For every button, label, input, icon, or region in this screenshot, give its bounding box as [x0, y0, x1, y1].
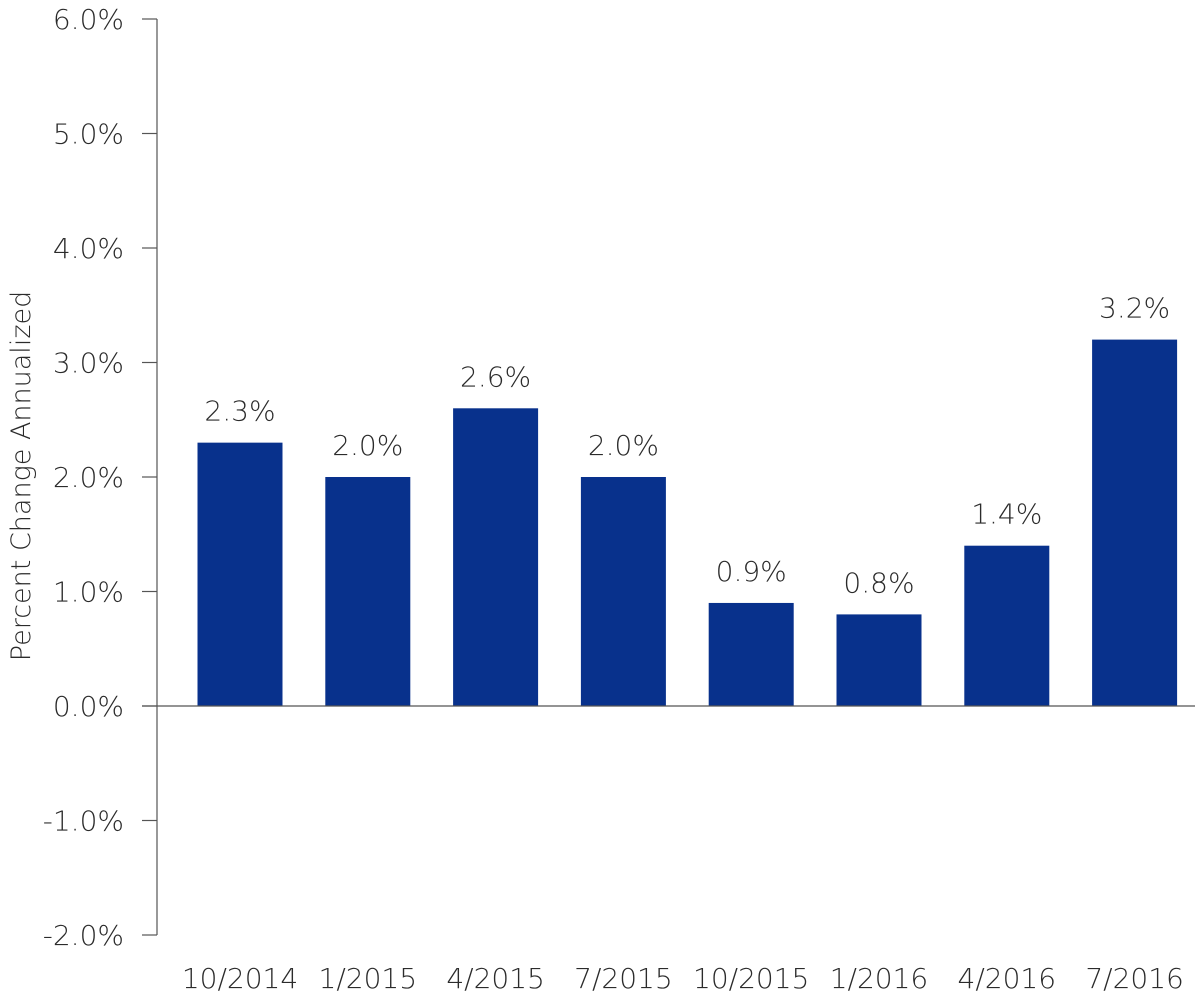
y-axis-label: Percent Change Annualized — [6, 291, 37, 661]
data-label: 3.2% — [1099, 292, 1170, 325]
x-category-label: 4/2016 — [958, 962, 1057, 995]
x-category-label: 10/2014 — [182, 962, 298, 995]
y-tick-label: 6.0% — [53, 3, 124, 36]
x-axis-labels: 10/2014 1/2015 4/2015 7/2015 10/2015 1/2016 4/… — [182, 962, 1184, 995]
y-tick-label: 5.0% — [53, 118, 124, 151]
bar — [964, 545, 1050, 706]
data-label: 0.9% — [716, 555, 787, 588]
x-category-label: 7/2015 — [574, 962, 673, 995]
x-category-label: 1/2016 — [830, 962, 929, 995]
x-category-label: 4/2015 — [446, 962, 545, 995]
bar — [836, 614, 922, 706]
data-label: 2.0% — [588, 429, 659, 462]
y-tick-label: 2.0% — [53, 461, 124, 494]
bar — [1092, 339, 1178, 706]
x-category-label: 7/2016 — [1085, 962, 1184, 995]
data-label: 2.6% — [460, 360, 531, 393]
data-label: 2.3% — [204, 395, 275, 428]
y-tick-label: 4.0% — [53, 232, 124, 265]
y-tick-label: 0.0% — [53, 690, 124, 723]
y-tick-label: -2.0% — [43, 919, 124, 952]
bar — [580, 477, 666, 706]
data-label: 0.8% — [843, 566, 914, 599]
data-labels: 2.3% 2.0% 2.6% 2.0% 0.9% 0.8% 1.4% 3.2% — [204, 292, 1170, 600]
y-tick-label: 1.0% — [53, 576, 124, 609]
data-label: 2.0% — [332, 429, 403, 462]
y-axis: 6.0% 5.0% 4.0% 3.0% 2.0% 1.0% 0.0% -1.0% -2.0% — [43, 3, 158, 952]
bar — [325, 477, 411, 706]
bars — [197, 339, 1178, 706]
y-tick-label: -1.0% — [43, 805, 124, 838]
bar — [453, 408, 539, 706]
x-category-label: 1/2015 — [319, 962, 418, 995]
bar — [708, 602, 794, 706]
data-label: 1.4% — [971, 498, 1042, 531]
bar — [197, 442, 283, 706]
x-category-label: 10/2015 — [693, 962, 809, 995]
y-tick-label: 3.0% — [53, 347, 124, 380]
